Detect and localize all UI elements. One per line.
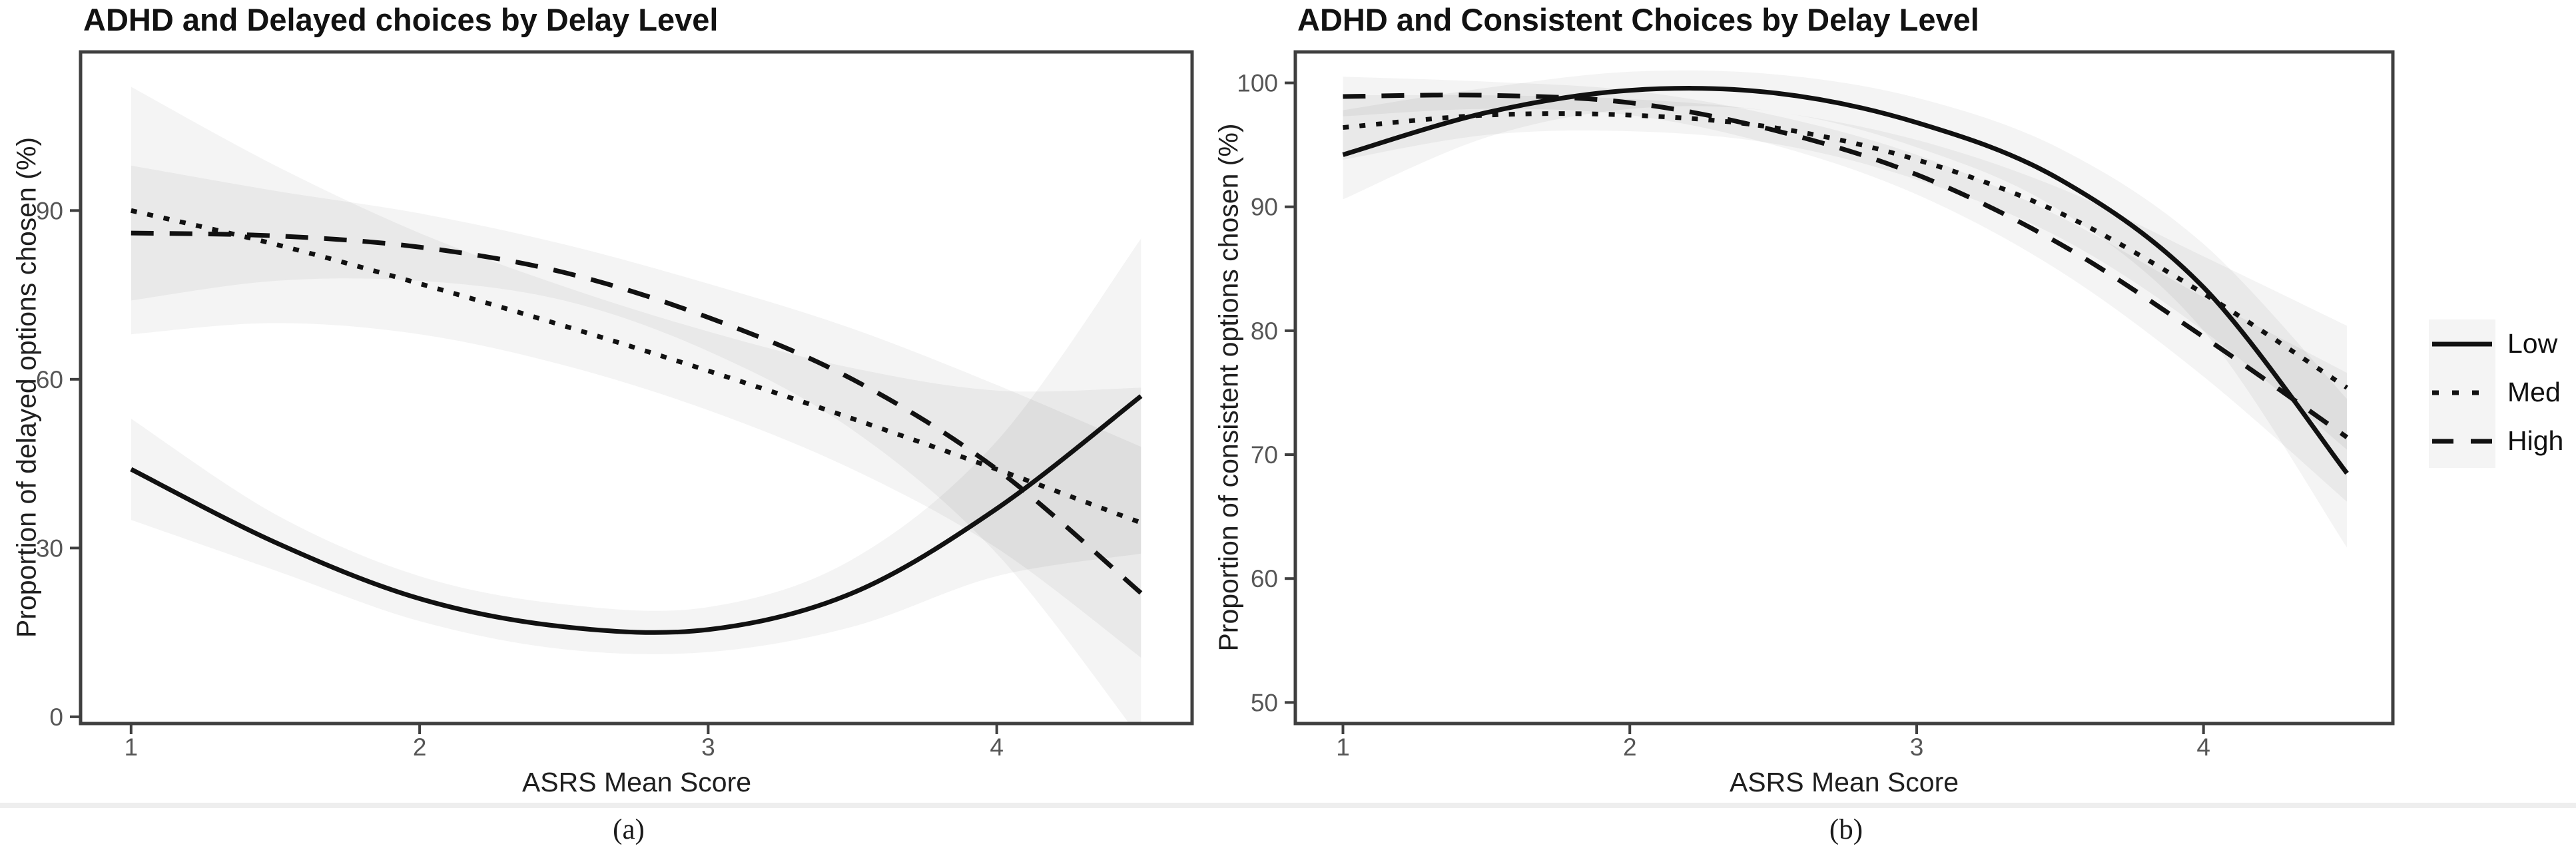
x-tick-label: 4	[2196, 734, 2210, 761]
y-tick-label: 70	[1251, 441, 1278, 469]
confidence-band-low	[1343, 70, 2348, 548]
confidence-band-low	[131, 238, 1141, 654]
legend-label-high: High	[2507, 425, 2564, 456]
x-tick-label: 3	[701, 734, 715, 761]
chart-b-plot: 1 2 3 4 50 60 70 80 90 100	[1237, 50, 2395, 761]
confidence-band-high	[1343, 77, 2348, 502]
trend-line-med	[131, 208, 1142, 525]
x-tick-label: 2	[1623, 734, 1637, 761]
chart-a-plot: 1 2 3 4 0 30 60 90	[36, 50, 1194, 761]
legend-label-med: Med	[2507, 377, 2561, 407]
x-tick-label: 3	[1910, 734, 1924, 761]
chart-b-title: ADHD and Consistent Choices by Delay Lev…	[1297, 2, 1979, 37]
trend-line-low	[1342, 86, 2349, 475]
legend-item-low: Low	[2429, 319, 2557, 368]
y-tick-label: 80	[1251, 317, 1278, 345]
confidence-band-high	[131, 165, 1141, 724]
figure-caption-divider	[0, 803, 2576, 808]
plot-border	[79, 50, 1194, 726]
x-tick-label: 1	[1336, 734, 1350, 761]
x-tick-label: 4	[990, 734, 1004, 761]
confidence-band-med	[1343, 95, 2348, 450]
trend-line-med	[1343, 111, 2349, 390]
x-tick-label: 1	[125, 734, 139, 761]
legend-item-high: High	[2429, 417, 2563, 465]
y-tick-label: 50	[1251, 689, 1278, 716]
trend-line-high	[131, 230, 1143, 595]
plot-border	[1293, 50, 2395, 726]
y-tick-label: 90	[36, 197, 63, 224]
chart-a-y-axis-label: Proportion of delayed options chosen (%)	[11, 136, 42, 638]
legend-dotted-line-sample	[2432, 390, 2492, 395]
chart-a-title: ADHD and Delayed choices by Delay Level	[83, 2, 719, 37]
trend-line-low	[130, 394, 1143, 635]
legend-label-low: Low	[2507, 328, 2558, 359]
y-tick-label: 100	[1237, 70, 1278, 97]
y-tick-label: 60	[1251, 565, 1278, 592]
y-tick-label: 90	[1251, 194, 1278, 221]
chart-b-y-axis-label: Proportion of consistent options chosen …	[1213, 123, 1244, 652]
confidence-band-med	[131, 87, 1141, 658]
chart-b-x-axis-label: ASRS Mean Score	[1729, 767, 1959, 797]
legend-dashed-line-sample	[2432, 439, 2492, 443]
chart-a-caption: (a)	[613, 814, 645, 845]
x-tick-label: 2	[413, 734, 427, 761]
y-tick-label: 30	[36, 534, 63, 562]
legend-item-med: Med	[2429, 368, 2561, 417]
y-tick-label: 0	[49, 704, 63, 731]
chart-a-x-axis-label: ASRS Mean Score	[521, 767, 752, 797]
legend-solid-line-sample	[2432, 341, 2492, 346]
y-tick-label: 60	[36, 366, 63, 393]
trend-line-high	[1343, 93, 2349, 439]
chart-b-caption: (b)	[1829, 814, 1863, 845]
